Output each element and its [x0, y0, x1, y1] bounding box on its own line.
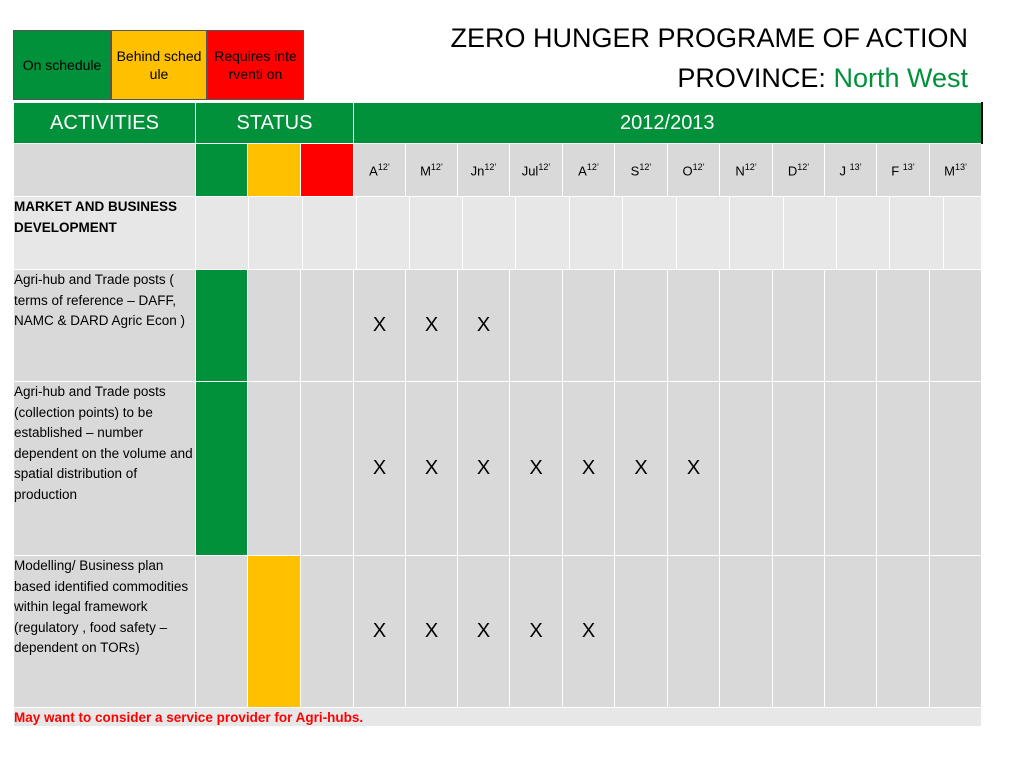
month-header: Jul12’ — [509, 143, 564, 197]
status-key-amber — [247, 143, 301, 197]
section-title: MARKET AND BUSINESS DEVELOPMENT — [13, 196, 196, 270]
province-name: North West — [833, 63, 968, 93]
schedule-cell — [772, 381, 826, 556]
schedule-cell: X — [614, 381, 669, 556]
activity-description: Agri-hub and Trade posts ( terms of refe… — [13, 269, 196, 382]
activity-rows: Agri-hub and Trade posts ( terms of refe… — [13, 269, 983, 708]
legend-on-schedule: On schedule — [13, 30, 111, 100]
schedule-cell — [719, 269, 774, 382]
month-header: A12’ — [353, 143, 407, 197]
schedule-cell — [876, 555, 931, 708]
schedule-cell — [667, 269, 721, 382]
schedule-cell: X — [353, 269, 407, 382]
schedule-cell: X — [562, 381, 616, 556]
schedule-cell: X — [353, 381, 407, 556]
status-cell-amber — [247, 381, 301, 556]
header-row: ACTIVITIES STATUS 2012/2013 — [13, 102, 983, 144]
status-cell-amber — [247, 269, 301, 382]
month-header: J 13’ — [824, 143, 878, 197]
schedule-cell: X — [405, 555, 459, 708]
status-cell-red — [299, 269, 355, 382]
activity-row: Agri-hub and Trade posts (collection poi… — [13, 381, 983, 556]
action-plan-table: ACTIVITIES STATUS 2012/2013 A12’ M12’ Jn12… — [12, 102, 983, 727]
activity-description: Agri-hub and Trade posts (collection poi… — [13, 381, 196, 556]
schedule-cell — [667, 555, 721, 708]
status-cell-red — [299, 381, 355, 556]
month-header: D12’ — [772, 143, 826, 197]
month-header: N12’ — [719, 143, 774, 197]
month-row: A12’ M12’ Jn12’ Jul12’ A12’ S12’ O12’ N12’ D12’ J… — [13, 143, 983, 197]
title-line-2: PROVINCE: North West — [677, 63, 968, 93]
schedule-cell: X — [457, 555, 511, 708]
schedule-cell — [509, 269, 564, 382]
schedule-cell — [824, 269, 878, 382]
schedule-cell — [824, 381, 878, 556]
activity-description: Modelling/ Business plan based identifie… — [13, 555, 196, 708]
schedule-cell — [772, 555, 826, 708]
schedule-cell — [614, 555, 669, 708]
schedule-cell — [876, 269, 931, 382]
month-header: Jn12’ — [457, 143, 511, 197]
month-header: A12’ — [562, 143, 616, 197]
schedule-cell: X — [667, 381, 721, 556]
schedule-cell — [719, 381, 774, 556]
status-legend: On schedule Behind schedule Requires int… — [13, 30, 304, 100]
schedule-cell — [929, 381, 983, 556]
activities-header: ACTIVITIES — [13, 102, 196, 144]
section-fill — [194, 196, 983, 270]
section-row: MARKET AND BUSINESS DEVELOPMENT — [13, 196, 983, 270]
empty-cell — [13, 143, 196, 197]
schedule-cell: X — [509, 555, 564, 708]
schedule-cell: X — [457, 381, 511, 556]
schedule-cell — [929, 555, 983, 708]
schedule-cell — [772, 269, 826, 382]
schedule-cell — [876, 381, 931, 556]
schedule-cell: X — [509, 381, 564, 556]
status-key-green — [195, 143, 248, 197]
note-text: May want to consider a service provider … — [12, 707, 983, 727]
month-header: M13’ — [929, 143, 983, 197]
status-cell-green — [195, 269, 248, 382]
status-header: STATUS — [194, 102, 355, 144]
note-row: May want to consider a service provider … — [12, 707, 983, 727]
activity-row: Agri-hub and Trade posts ( terms of refe… — [13, 269, 983, 382]
month-header: F 13’ — [876, 143, 931, 197]
schedule-cell: X — [405, 381, 459, 556]
schedule-cell: X — [562, 555, 616, 708]
period-header: 2012/2013 — [353, 102, 983, 144]
title-line-1: ZERO HUNGER PROGRAME OF ACTION — [450, 23, 968, 53]
status-cell-green — [195, 381, 248, 556]
status-cell-red — [299, 555, 355, 708]
legend-requires-intervention: Requires interventi on — [207, 30, 304, 100]
schedule-cell: X — [457, 269, 511, 382]
schedule-cell: X — [405, 269, 459, 382]
schedule-cell — [562, 269, 616, 382]
status-cell-green — [195, 555, 248, 708]
schedule-cell — [614, 269, 669, 382]
status-key-red — [299, 143, 355, 197]
schedule-cell — [824, 555, 878, 708]
schedule-cell: X — [353, 555, 407, 708]
page-title: ZERO HUNGER PROGRAME OF ACTION PROVINCE:… — [450, 18, 968, 98]
month-header: O12’ — [667, 143, 721, 197]
activity-row: Modelling/ Business plan based identifie… — [13, 555, 983, 708]
schedule-cell — [929, 269, 983, 382]
month-header: M12’ — [405, 143, 459, 197]
status-cell-amber — [247, 555, 301, 708]
legend-behind-schedule: Behind schedule — [111, 30, 207, 100]
month-header: S12’ — [614, 143, 669, 197]
schedule-cell — [719, 555, 774, 708]
